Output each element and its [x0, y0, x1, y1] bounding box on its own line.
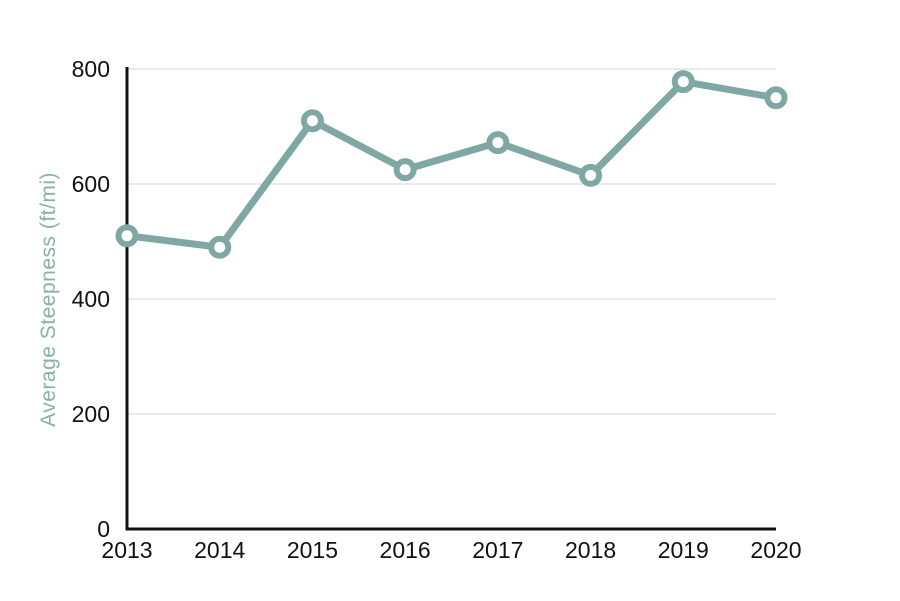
x-tick-label-2017: 2017	[472, 537, 523, 563]
y-tick-label-600: 600	[72, 171, 110, 197]
data-point-2017	[486, 131, 510, 155]
x-tick-label-2020: 2020	[750, 537, 801, 563]
x-tick-label-2013: 2013	[101, 537, 152, 563]
data-point-2013	[115, 224, 139, 248]
data-point-2014	[208, 235, 232, 259]
data-point-2015	[300, 109, 324, 133]
data-point-2019	[671, 70, 695, 94]
y-tick-label-200: 200	[72, 401, 110, 427]
x-tick-label-2016: 2016	[380, 537, 431, 563]
x-tick-label-2014: 2014	[194, 537, 245, 563]
x-tick-label-2019: 2019	[658, 537, 709, 563]
data-point-2018	[579, 163, 603, 187]
y-tick-label-800: 800	[72, 56, 110, 82]
data-line	[123, 78, 780, 251]
y-tick-label-400: 400	[72, 286, 110, 312]
data-point-2020	[764, 86, 788, 110]
x-tick-label-2015: 2015	[287, 537, 338, 563]
x-tick-label-2018: 2018	[565, 537, 616, 563]
data-point-2016	[393, 158, 417, 182]
y-tick-label-0: 0	[97, 516, 110, 542]
